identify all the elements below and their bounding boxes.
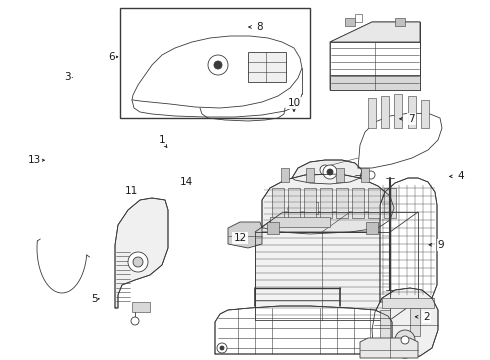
Bar [421,100,429,128]
Circle shape [131,317,139,325]
Circle shape [208,55,228,75]
Polygon shape [360,338,418,358]
Bar [395,18,405,26]
Polygon shape [215,306,392,354]
Text: 8: 8 [256,22,263,32]
Circle shape [133,257,143,267]
Bar [248,52,286,82]
Text: 12: 12 [233,233,247,243]
Polygon shape [380,178,437,306]
Bar [336,188,348,218]
Bar [272,188,284,218]
Polygon shape [262,174,394,234]
Circle shape [214,61,222,69]
Bar [355,14,362,22]
Bar [308,202,318,214]
Polygon shape [330,22,420,90]
Bar [381,96,389,128]
Polygon shape [372,288,438,358]
Text: 11: 11 [124,186,138,196]
Text: 3: 3 [64,72,71,82]
Bar [320,188,332,218]
Text: 5: 5 [91,294,98,304]
Circle shape [217,343,227,353]
Bar [352,188,364,218]
Bar [270,217,330,227]
Polygon shape [330,22,420,42]
Bar [368,98,376,128]
Text: 10: 10 [288,98,300,108]
Bar [384,188,396,218]
Circle shape [401,336,409,344]
Circle shape [395,330,415,350]
Text: 4: 4 [457,171,464,181]
Bar [368,188,380,218]
Circle shape [327,169,333,175]
Bar [120,8,310,118]
Bar [132,302,150,312]
Text: 9: 9 [438,240,444,250]
Polygon shape [278,196,308,222]
Bar [382,298,434,308]
Circle shape [220,346,224,350]
Circle shape [323,165,337,179]
Circle shape [367,171,375,179]
Text: 1: 1 [158,135,165,145]
Polygon shape [255,232,390,320]
Bar [288,188,300,218]
Bar [304,188,316,218]
Text: 13: 13 [27,155,41,165]
Polygon shape [255,212,418,232]
Bar [267,222,279,234]
Bar [281,168,289,182]
Text: 7: 7 [408,114,415,124]
Bar [330,42,420,90]
Polygon shape [390,212,418,320]
Polygon shape [115,198,168,308]
Text: 14: 14 [179,177,193,187]
Circle shape [128,252,148,272]
Text: 2: 2 [423,312,430,322]
Bar [306,168,314,182]
Bar [380,310,390,338]
Text: 6: 6 [108,52,115,62]
Bar [345,18,355,26]
Polygon shape [292,160,362,184]
Bar [366,222,378,234]
Bar [410,308,420,336]
Circle shape [320,165,330,175]
Bar [394,94,402,128]
Bar [361,168,369,182]
Bar [336,168,344,182]
Polygon shape [330,22,420,90]
Circle shape [288,204,298,214]
Polygon shape [228,222,262,248]
Bar [408,96,416,128]
